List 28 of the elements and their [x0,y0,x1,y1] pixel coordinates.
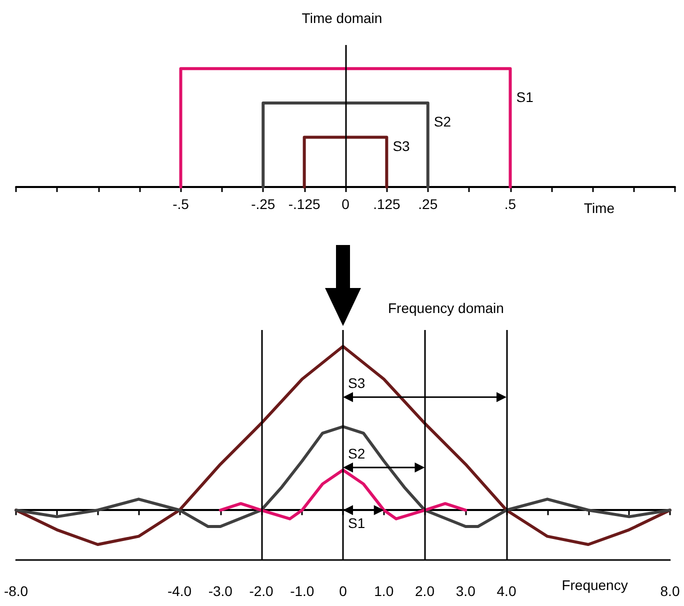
x-tick-label: .5 [504,196,516,212]
x-tick-label: -1.0 [290,583,314,599]
series-label: S3 [392,138,410,154]
annotation: S1 [348,515,366,532]
x-tick-label: 3.0 [456,583,476,599]
x-tick-label: -2.0 [249,583,274,599]
series-label: S2 [434,114,452,130]
x-tick-label: .125 [373,196,401,212]
x-tick-label: 8.0 [660,583,680,599]
x-tick-label: -.25 [251,196,276,212]
x-tick-label: 0 [339,583,348,599]
x-axis-title: Time [584,200,615,216]
x-tick-label: -4.0 [167,583,192,599]
x-tick-label: -3.0 [208,583,233,599]
series-label: S1 [516,88,534,105]
chart-title: Time domain [302,10,382,26]
x-tick-label: -.5 [172,196,190,212]
x-tick-label: .25 [418,196,438,212]
chart-title: Frequency domain [388,300,504,316]
x-tick-label: 2.0 [415,583,435,599]
annotation: S3 [348,375,366,392]
x-tick-label: -.125 [288,196,320,212]
x-tick-label: 4.0 [496,583,516,599]
x-tick-label: 1.0 [374,583,394,599]
x-tick-label: -8.0 [4,583,28,599]
x-axis-title: Frequency [562,577,628,593]
annotation: S2 [348,446,366,462]
x-tick-label: 0 [342,196,350,212]
